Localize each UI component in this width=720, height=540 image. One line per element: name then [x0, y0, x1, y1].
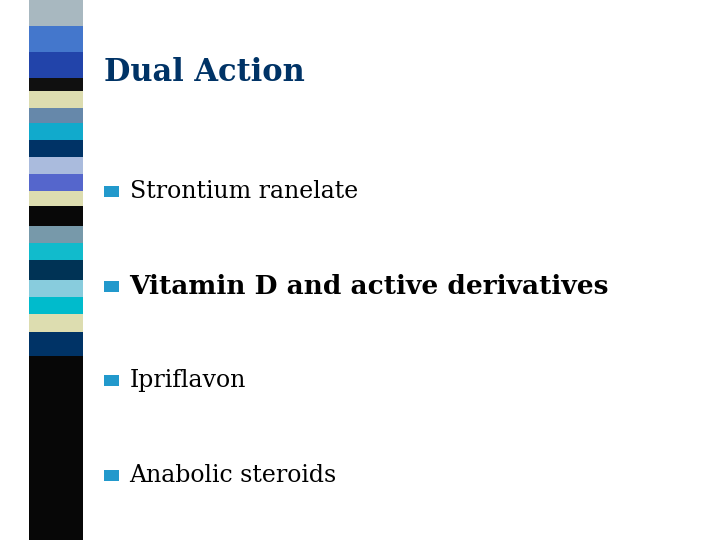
- Bar: [29, 78, 83, 91]
- Bar: [29, 108, 83, 123]
- Bar: [29, 332, 83, 356]
- Text: Ipriflavon: Ipriflavon: [130, 369, 246, 392]
- Bar: [29, 206, 83, 226]
- Bar: [29, 243, 83, 260]
- Bar: [29, 91, 83, 108]
- Text: Anabolic steroids: Anabolic steroids: [130, 464, 337, 487]
- Bar: [104, 186, 119, 197]
- Bar: [29, 226, 83, 243]
- Text: Dual Action: Dual Action: [104, 57, 305, 89]
- Bar: [29, 314, 83, 332]
- Bar: [29, 26, 83, 52]
- Bar: [29, 280, 83, 297]
- Bar: [29, 191, 83, 206]
- Bar: [29, 52, 83, 78]
- Text: Strontium ranelate: Strontium ranelate: [130, 180, 358, 203]
- Text: Vitamin D and active derivatives: Vitamin D and active derivatives: [130, 274, 609, 299]
- Bar: [104, 375, 119, 386]
- Bar: [29, 260, 83, 280]
- Bar: [29, 157, 83, 174]
- Bar: [29, 0, 83, 26]
- Bar: [29, 140, 83, 157]
- Bar: [104, 281, 119, 292]
- Bar: [29, 123, 83, 140]
- Bar: [104, 470, 119, 481]
- Bar: [29, 297, 83, 314]
- Bar: [29, 174, 83, 191]
- Bar: [29, 356, 83, 540]
